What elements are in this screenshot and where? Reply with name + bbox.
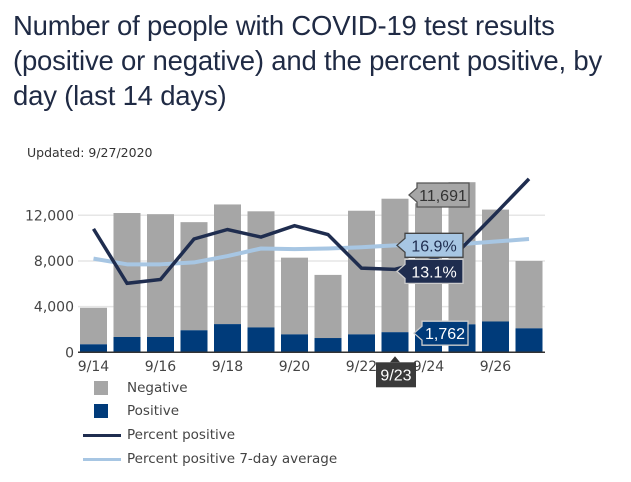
bar-positive[interactable] — [381, 332, 409, 353]
tooltip-avg7: 16.9% — [396, 232, 464, 258]
updated-date: Updated: 9/27/2020 — [27, 145, 153, 160]
x-tick-label: 9/26 — [480, 359, 512, 375]
bar-positive[interactable] — [80, 344, 107, 353]
chart-title: Number of people with COVID-19 test resu… — [13, 10, 603, 111]
bar-negative[interactable] — [113, 213, 141, 338]
bar-negative[interactable] — [147, 214, 174, 338]
tooltip-negative-text: 11,691 — [419, 188, 467, 205]
bar-negative[interactable] — [515, 260, 543, 329]
tooltip-percent-positive: 13.1% — [396, 258, 464, 285]
bar-negative[interactable] — [314, 274, 342, 339]
bar-positive[interactable] — [113, 337, 141, 353]
legend-label-percent-positive: Percent positive — [127, 427, 236, 443]
y-tick-label: 0 — [65, 345, 74, 361]
tooltip-avg7-box — [396, 232, 464, 258]
x-tick-label: 9/14 — [78, 359, 110, 375]
legend-label-positive: Positive — [127, 403, 180, 419]
y-tick-label: 12,000 — [25, 208, 74, 224]
negative-swatch-icon — [94, 381, 108, 395]
percent-positive-line-icon — [83, 434, 121, 437]
bar-positive[interactable] — [515, 328, 543, 353]
bar-negative[interactable] — [348, 210, 375, 335]
tooltip-positive-box — [413, 320, 469, 346]
tooltip-percent-positive-text: 13.1% — [411, 264, 456, 281]
bar-positive[interactable] — [281, 334, 308, 353]
tooltip-percent-positive-box — [396, 258, 464, 285]
bar-positive[interactable] — [482, 321, 509, 353]
bar-negative[interactable] — [80, 307, 107, 345]
x-tick-label: 9/22 — [346, 359, 377, 375]
x-tick-label: 9/16 — [145, 359, 177, 375]
tooltip-category-text: 9/23 — [380, 367, 411, 384]
bar-positive[interactable] — [180, 330, 208, 353]
tooltip-positive: 1,762 — [413, 320, 469, 346]
bar-negative[interactable] — [214, 204, 241, 325]
tooltip-positive-text: 1,762 — [425, 326, 465, 343]
bar-negative[interactable] — [281, 257, 308, 335]
bar-positive[interactable] — [214, 324, 241, 353]
tooltip-avg7-text: 16.9% — [411, 238, 456, 255]
tooltip-category-box — [376, 362, 416, 388]
bar-negative[interactable] — [247, 211, 275, 328]
x-tick-label: 9/18 — [212, 359, 243, 375]
y-axis-ticks: 0 4,000 8,000 12,000 — [25, 208, 74, 361]
legend-label-7day-average: Percent positive 7-day average — [127, 451, 338, 467]
bar-positive[interactable] — [348, 334, 375, 353]
avg7-line-icon — [83, 458, 121, 461]
tooltip-negative-box — [408, 182, 470, 208]
bar-positive[interactable] — [247, 327, 275, 353]
legend-item-percent-positive[interactable]: Percent positive — [80, 425, 400, 447]
tooltip-category: 9/23 — [376, 356, 416, 388]
bar-positive[interactable] — [147, 337, 174, 353]
legend-item-7day-average[interactable]: Percent positive 7-day average — [80, 449, 400, 471]
y-tick-label: 4,000 — [34, 300, 74, 316]
x-tick-label: 9/24 — [413, 359, 445, 375]
bar-negative[interactable] — [482, 209, 509, 322]
legend-item-positive[interactable]: Positive — [80, 401, 400, 423]
y-tick-label: 8,000 — [34, 254, 74, 270]
tooltip-category-arrow-icon — [390, 356, 400, 363]
hover-tooltips: 11,691 16.9% 13.1% 1,762 9/23 — [376, 182, 470, 388]
bars — [80, 182, 543, 353]
x-tick-label: 9/20 — [279, 359, 310, 375]
positive-swatch-icon — [94, 404, 108, 418]
bar-positive[interactable] — [314, 338, 342, 353]
x-axis-ticks: 9/14 9/16 9/18 9/20 9/22 9/24 9/26 — [78, 359, 512, 375]
legend-label-negative: Negative — [127, 380, 188, 396]
legend-item-negative[interactable]: Negative — [80, 378, 400, 400]
tooltip-negative: 11,691 — [408, 182, 470, 208]
